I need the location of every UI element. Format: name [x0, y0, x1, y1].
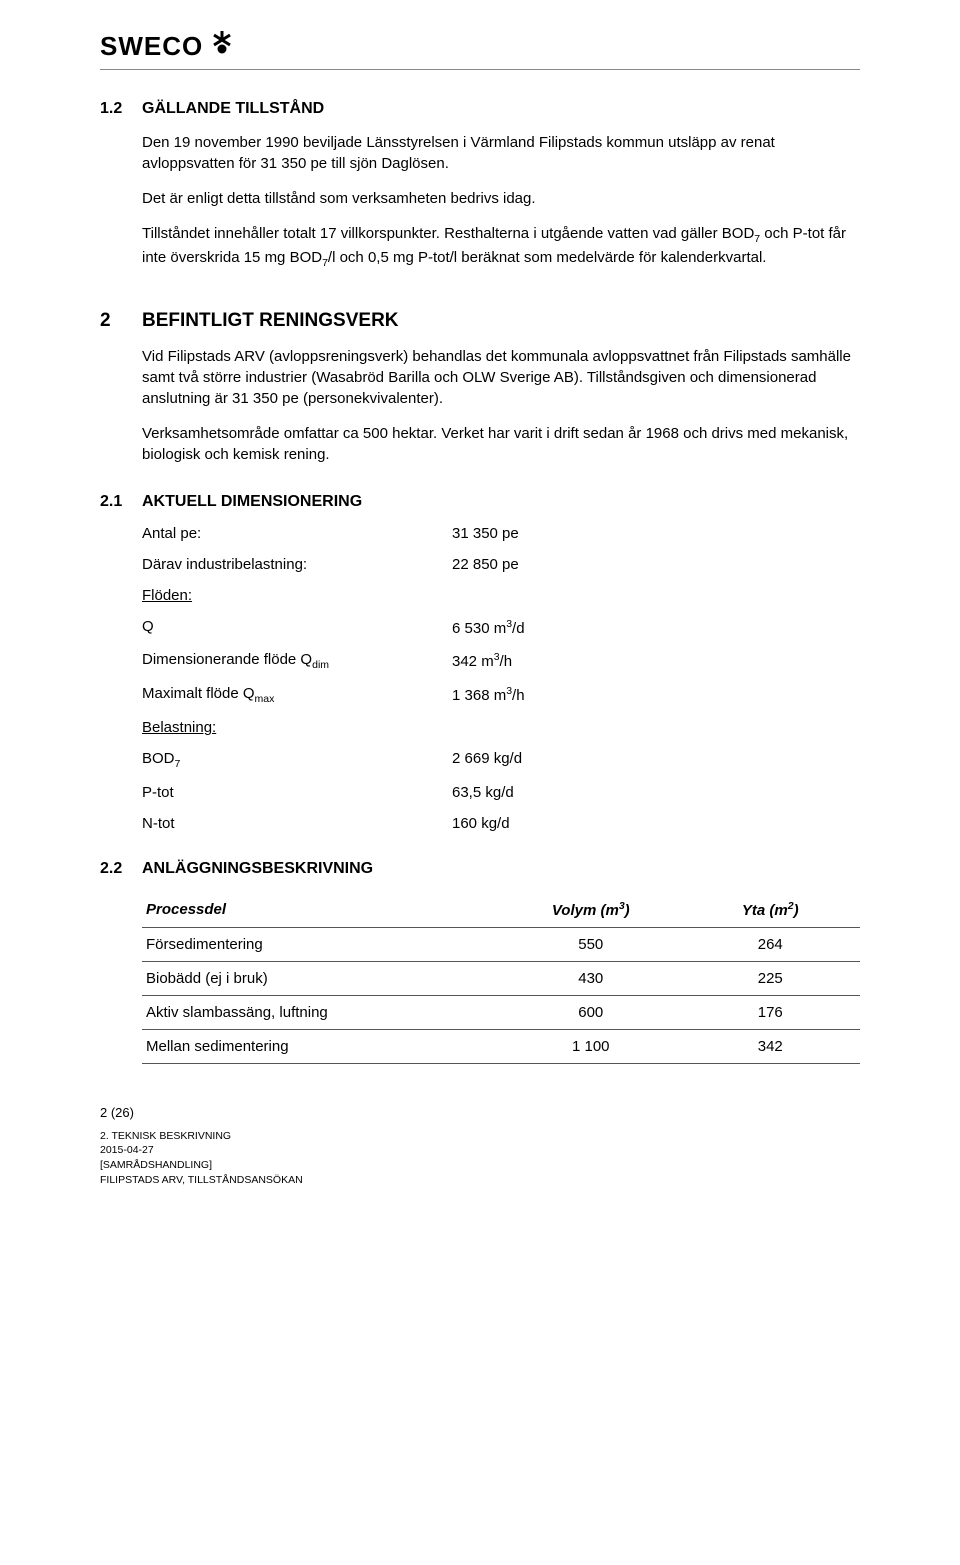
dim-list: Antal pe: 31 350 pe Därav industribelast… [142, 525, 860, 573]
dim-subhead-floden: Flöden: [142, 587, 860, 604]
page-number: 2 (26) [100, 1104, 860, 1122]
process-table: Processdel Volym (m3) Yta (m2) Försedime… [142, 892, 860, 1064]
para-1-2-1: Den 19 november 1990 beviljade Länsstyre… [142, 132, 860, 174]
heading-num: 2.1 [100, 493, 142, 511]
th-volym: Volym (m3) [501, 892, 681, 928]
cell: Aktiv slambassäng, luftning [142, 996, 501, 1030]
dim-label: P-tot [142, 784, 452, 801]
cell: 1 100 [501, 1030, 681, 1064]
heading-title: AKTUELL DIMENSIONERING [142, 493, 362, 511]
heading-2-2: 2.2 ANLÄGGNINGSBESKRIVNING [100, 860, 860, 878]
dim-value: 342 m3/h [452, 651, 512, 671]
dim-row-bod7: BOD7 2 669 kg/d [142, 750, 860, 770]
logo-icon [209, 28, 235, 61]
dim-value: 1 368 m3/h [452, 685, 525, 705]
footer-line: 2015-04-27 [100, 1143, 860, 1158]
dim-value: 6 530 m3/d [452, 618, 525, 637]
cell: 550 [501, 928, 681, 962]
cell: Försedimentering [142, 928, 501, 962]
table-row: Mellan sedimentering 1 100 342 [142, 1030, 860, 1064]
dim-subhead-belast: Belastning: [142, 719, 860, 736]
logo-bar: SWECO [100, 30, 860, 63]
para-2-2: Verksamhetsområde omfattar ca 500 hektar… [142, 423, 860, 465]
heading-title: BEFINTLIGT RENINGSVERK [142, 310, 399, 332]
cell: 342 [681, 1030, 861, 1064]
cell: 264 [681, 928, 861, 962]
dim-value: 22 850 pe [452, 556, 519, 573]
heading-2: 2 BEFINTLIGT RENINGSVERK [100, 310, 860, 332]
dim-list-floden: Q 6 530 m3/d Dimensionerande flöde Qdim … [142, 618, 860, 705]
heading-2-1: 2.1 AKTUELL DIMENSIONERING [100, 493, 860, 511]
dim-row-industri: Därav industribelastning: 22 850 pe [142, 556, 860, 573]
dim-list-belast: BOD7 2 669 kg/d P-tot 63,5 kg/d N-tot 16… [142, 750, 860, 832]
heading-title: ANLÄGGNINGSBESKRIVNING [142, 860, 373, 878]
dim-value: 160 kg/d [452, 815, 510, 832]
dim-label: Antal pe: [142, 525, 452, 542]
dim-label: Q [142, 618, 452, 637]
dim-value: 2 669 kg/d [452, 750, 522, 770]
dim-value: 63,5 kg/d [452, 784, 514, 801]
footer-line: [SAMRÅDSHANDLING] [100, 1158, 860, 1173]
dim-row-antal-pe: Antal pe: 31 350 pe [142, 525, 860, 542]
heading-1-2: 1.2 GÄLLANDE TILLSTÅND [100, 100, 860, 118]
dim-row-q: Q 6 530 m3/d [142, 618, 860, 637]
heading-num: 2 [100, 310, 142, 332]
dim-row-ptot: P-tot 63,5 kg/d [142, 784, 860, 801]
dim-row-ntot: N-tot 160 kg/d [142, 815, 860, 832]
table-header-row: Processdel Volym (m3) Yta (m2) [142, 892, 860, 928]
page-footer: 2 (26) 2. TEKNISK BESKRIVNING 2015-04-27… [100, 1104, 860, 1187]
footer-line: 2. TEKNISK BESKRIVNING [100, 1129, 860, 1144]
th-yta: Yta (m2) [681, 892, 861, 928]
cell: Mellan sedimentering [142, 1030, 501, 1064]
heading-num: 2.2 [100, 860, 142, 878]
header-rule [100, 69, 860, 70]
table-row: Aktiv slambassäng, luftning 600 176 [142, 996, 860, 1030]
sweco-logo: SWECO [100, 30, 235, 63]
para-1-2-3: Tillståndet innehåller totalt 17 villkor… [142, 223, 860, 270]
para-2-1: Vid Filipstads ARV (avloppsreningsverk) … [142, 346, 860, 409]
dim-label: Dimensionerande flöde Qdim [142, 651, 452, 671]
cell: 600 [501, 996, 681, 1030]
dim-label: N-tot [142, 815, 452, 832]
table-row: Biobädd (ej i bruk) 430 225 [142, 962, 860, 996]
cell: 176 [681, 996, 861, 1030]
dim-row-qdim: Dimensionerande flöde Qdim 342 m3/h [142, 651, 860, 671]
footer-line: FILIPSTADS ARV, TILLSTÅNDSANSÖKAN [100, 1173, 860, 1188]
dim-label: Därav industribelastning: [142, 556, 452, 573]
dim-row-qmax: Maximalt flöde Qmax 1 368 m3/h [142, 685, 860, 705]
dim-value: 31 350 pe [452, 525, 519, 542]
heading-title: GÄLLANDE TILLSTÅND [142, 100, 324, 118]
dim-label: Maximalt flöde Qmax [142, 685, 452, 705]
para-1-2-2: Det är enligt detta tillstånd som verksa… [142, 188, 860, 209]
dim-label: BOD7 [142, 750, 452, 770]
heading-num: 1.2 [100, 100, 142, 118]
cell: Biobädd (ej i bruk) [142, 962, 501, 996]
cell: 225 [681, 962, 861, 996]
logo-text: SWECO [100, 31, 203, 62]
th-processdel: Processdel [142, 892, 501, 928]
table-row: Försedimentering 550 264 [142, 928, 860, 962]
cell: 430 [501, 962, 681, 996]
